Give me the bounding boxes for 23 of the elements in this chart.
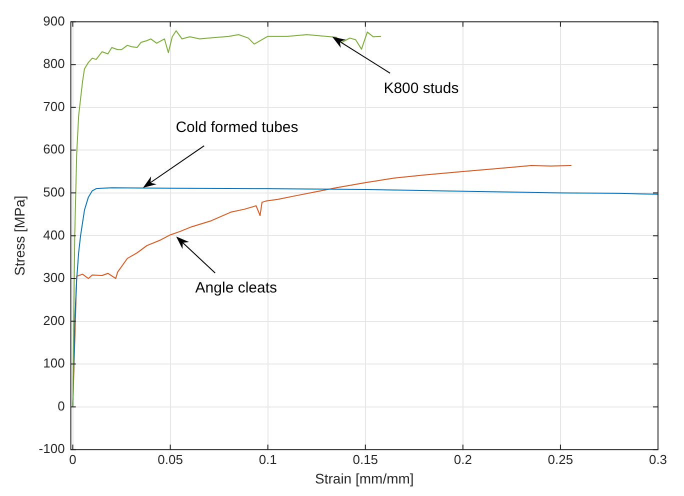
y-tick-label: 600 bbox=[43, 142, 65, 157]
y-tick-label: 800 bbox=[43, 56, 65, 72]
x-tick-label: 0 bbox=[69, 452, 76, 467]
annotation: K800 studs bbox=[384, 80, 459, 97]
y-tick-label: 500 bbox=[43, 184, 65, 200]
x-tick-label: 0.3 bbox=[648, 452, 668, 467]
y-tick-label: 700 bbox=[43, 98, 65, 114]
x-tick-label: 0.05 bbox=[158, 452, 183, 467]
y-tick-label: 200 bbox=[43, 312, 65, 328]
x-tick-label: 0.2 bbox=[454, 452, 472, 467]
x-tick-label: 0.25 bbox=[548, 452, 574, 467]
y-tick-label: 100 bbox=[43, 356, 65, 371]
x-axis-title: Strain [mm/mm] bbox=[315, 470, 414, 486]
y-axis-title: Stress [MPa] bbox=[11, 196, 28, 276]
y-tick-label: -100 bbox=[38, 441, 65, 456]
annotation: Cold formed tubes bbox=[176, 118, 298, 136]
annotation: Angle cleats bbox=[195, 280, 278, 297]
y-tick-label: 400 bbox=[43, 227, 65, 242]
x-tick-label: 0.1 bbox=[258, 452, 277, 467]
y-tick-label: 900 bbox=[43, 13, 65, 28]
y-tick-label: 0 bbox=[58, 398, 65, 414]
x-tick-label: 0.15 bbox=[352, 452, 378, 467]
y-tick-label: 300 bbox=[43, 270, 65, 286]
